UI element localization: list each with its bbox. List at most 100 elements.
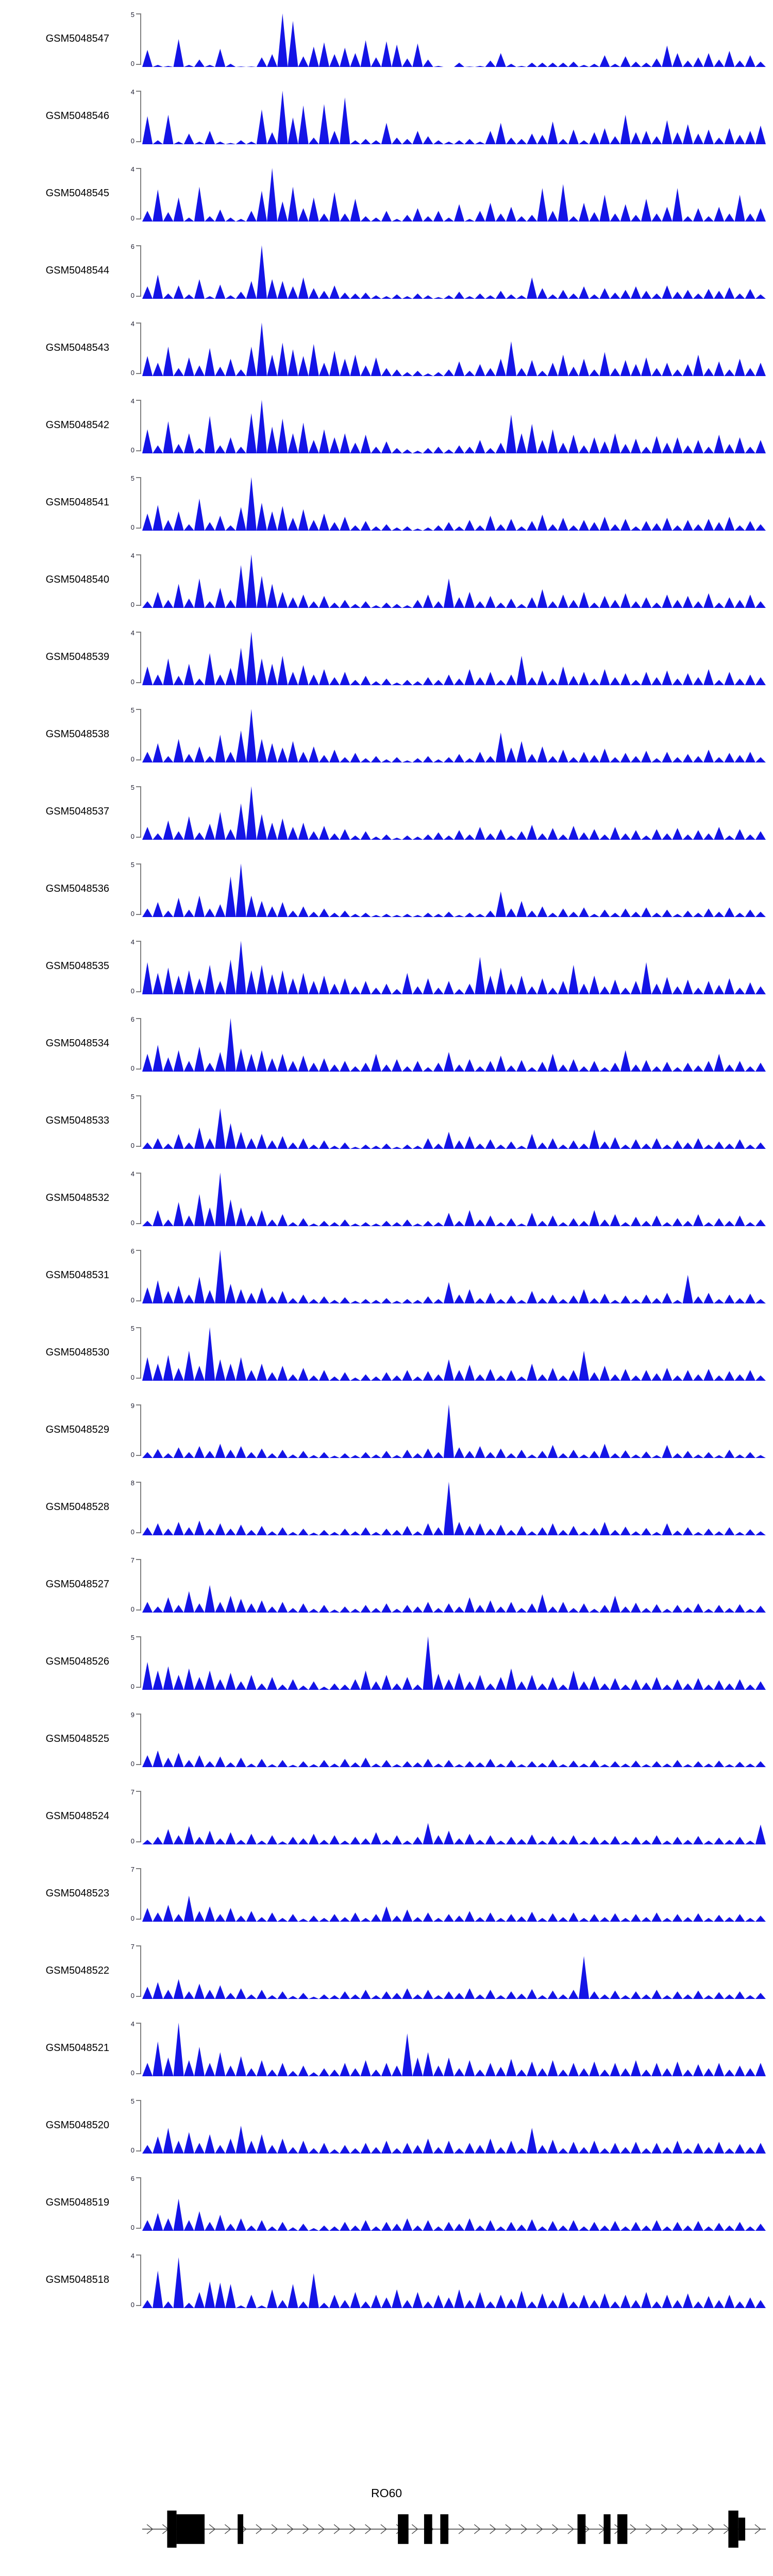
- gene-exon[interactable]: [617, 2514, 628, 2544]
- y-axis-spine: [140, 2100, 141, 2151]
- coverage-track-row: GSM5048528 8 0: [0, 1468, 773, 1546]
- coverage-area-plot[interactable]: [142, 709, 766, 762]
- coverage-area-plot[interactable]: [142, 2100, 766, 2154]
- strand-arrow-icon: [708, 2524, 715, 2534]
- strand-arrow-icon: [474, 2524, 481, 2534]
- coverage-area-plot[interactable]: [142, 2023, 766, 2076]
- y-axis-max-value: 5: [130, 11, 135, 19]
- coverage-track-row: GSM5048532 4 0: [0, 1159, 773, 1236]
- gene-exon[interactable]: [176, 2514, 205, 2544]
- y-axis-spine: [140, 2255, 141, 2306]
- y-axis-spine: [140, 168, 141, 219]
- coverage-area-plot[interactable]: [142, 168, 766, 222]
- track-label-gsm5048521: GSM5048521: [45, 2042, 109, 2054]
- track-label-gsm5048536: GSM5048536: [45, 883, 109, 894]
- y-axis-tick-min: [136, 528, 141, 529]
- coverage-area-plot[interactable]: [142, 941, 766, 994]
- gene-exon[interactable]: [738, 2517, 746, 2541]
- y-axis-min-value: 0: [130, 2146, 135, 2154]
- coverage-area-plot[interactable]: [142, 1327, 766, 1381]
- coverage-area-plot[interactable]: [142, 1945, 766, 1999]
- y-axis-tick-max: [136, 2100, 141, 2101]
- gene-exon[interactable]: [440, 2514, 449, 2544]
- coverage-area-plot[interactable]: [142, 1250, 766, 1303]
- coverage-area-plot[interactable]: [142, 1018, 766, 1072]
- coverage-area-plot[interactable]: [142, 13, 766, 67]
- y-axis-tick-min: [136, 1764, 141, 1765]
- y-axis-min-value: 0: [130, 137, 135, 145]
- coverage-area-plot[interactable]: [142, 91, 766, 144]
- y-axis-tick-min: [136, 218, 141, 219]
- y-axis-tick-max: [136, 1095, 141, 1096]
- y-axis-max-value: 5: [130, 474, 135, 482]
- y-axis-tick-min: [136, 1378, 141, 1379]
- coverage-area: [142, 168, 766, 222]
- gene-model-track[interactable]: [142, 2501, 766, 2557]
- y-axis-max-value: 9: [130, 1402, 135, 1410]
- coverage-area: [142, 2125, 766, 2154]
- coverage-area-plot[interactable]: [142, 323, 766, 376]
- y-axis-tick-min: [136, 1223, 141, 1224]
- coverage-area: [142, 1250, 766, 1303]
- coverage-area-plot[interactable]: [142, 1559, 766, 1613]
- y-axis-min-value: 0: [130, 678, 135, 686]
- coverage-area: [142, 941, 766, 994]
- gene-exon[interactable]: [238, 2514, 244, 2544]
- coverage-track-row: GSM5048529 9 0: [0, 1391, 773, 1468]
- y-axis-max-value: 4: [130, 2020, 135, 2028]
- y-axis-tick-max: [136, 863, 141, 865]
- coverage-area-plot[interactable]: [142, 632, 766, 685]
- coverage-track-row: GSM5048527 7 0: [0, 1546, 773, 1623]
- gene-exon[interactable]: [603, 2514, 611, 2544]
- coverage-area-plot[interactable]: [142, 477, 766, 531]
- y-axis-min-value: 0: [130, 910, 135, 918]
- strand-arrow-icon: [630, 2524, 636, 2534]
- coverage-area-plot[interactable]: [142, 1095, 766, 1149]
- y-axis-tick-min: [136, 2073, 141, 2074]
- y-axis-min-value: 0: [130, 2301, 135, 2309]
- coverage-track-row: GSM5048519 6 0: [0, 2164, 773, 2241]
- y-axis-tick-max: [136, 2023, 141, 2024]
- coverage-area-plot[interactable]: [142, 1482, 766, 1535]
- coverage-area: [142, 2023, 766, 2076]
- y-axis-min-value: 0: [130, 60, 135, 67]
- gene-exon[interactable]: [577, 2514, 586, 2544]
- coverage-track-row: GSM5048544 6 0: [0, 232, 773, 309]
- y-axis-max-value: 7: [130, 1943, 135, 1951]
- coverage-area-plot[interactable]: [142, 1404, 766, 1458]
- gene-exon[interactable]: [728, 2511, 738, 2548]
- coverage-area-plot[interactable]: [142, 2177, 766, 2231]
- y-axis-min-value: 0: [130, 1142, 135, 1149]
- y-axis-spine: [140, 1945, 141, 1997]
- coverage-area-plot[interactable]: [142, 2255, 766, 2308]
- coverage-area-plot[interactable]: [142, 863, 766, 917]
- y-axis-max-value: 5: [130, 2097, 135, 2105]
- coverage-area-plot[interactable]: [142, 1714, 766, 1767]
- coverage-area-plot[interactable]: [142, 1791, 766, 1844]
- y-axis-tick-max: [136, 323, 141, 324]
- coverage-area-plot[interactable]: [142, 1173, 766, 1226]
- gene-exon[interactable]: [167, 2511, 177, 2548]
- coverage-area-plot[interactable]: [142, 1868, 766, 1922]
- coverage-area: [142, 2257, 766, 2308]
- coverage-area-plot[interactable]: [142, 554, 766, 608]
- y-axis-min-value: 0: [130, 601, 135, 608]
- coverage-area-plot[interactable]: [142, 400, 766, 453]
- strand-arrow-icon: [490, 2524, 496, 2534]
- gene-exon[interactable]: [424, 2514, 432, 2544]
- coverage-area-plot[interactable]: [142, 245, 766, 299]
- y-axis-min-value: 0: [130, 1296, 135, 1304]
- y-axis-spine: [140, 1636, 141, 1688]
- gene-exon[interactable]: [398, 2514, 409, 2544]
- strand-arrow-icon: [271, 2524, 278, 2534]
- coverage-track-row: GSM5048539 4 0: [0, 618, 773, 696]
- y-axis-min-value: 0: [130, 1064, 135, 1072]
- coverage-area-plot[interactable]: [142, 786, 766, 840]
- strand-arrow-icon: [552, 2524, 559, 2534]
- coverage-area-plot[interactable]: [142, 1636, 766, 1690]
